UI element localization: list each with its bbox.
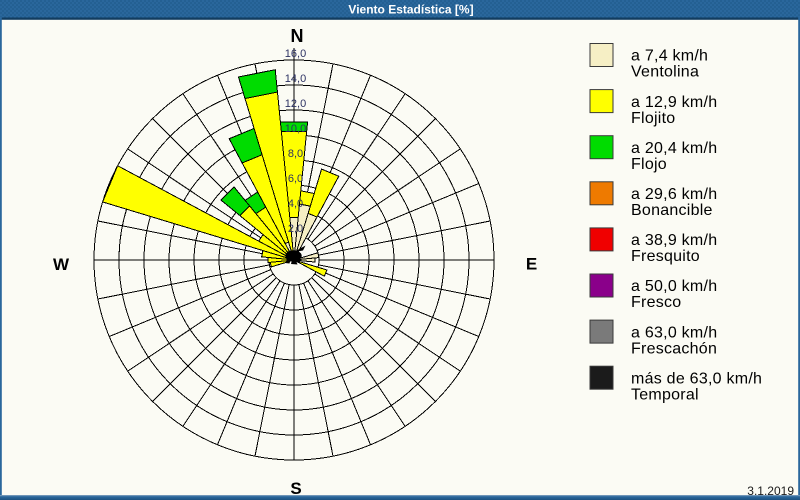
svg-text:Ventolina: Ventolina (631, 64, 699, 81)
svg-text:Frescachón: Frescachón (631, 340, 717, 357)
svg-text:a 50,0 km/h: a 50,0 km/h (631, 278, 717, 295)
svg-text:6,0: 6,0 (288, 173, 303, 185)
svg-text:E: E (526, 255, 537, 274)
svg-text:Flojo: Flojo (631, 156, 667, 173)
svg-text:N: N (291, 26, 304, 46)
svg-text:a 20,4 km/h: a 20,4 km/h (631, 140, 717, 157)
svg-text:3.1.2019: 3.1.2019 (747, 484, 794, 498)
svg-text:10,0: 10,0 (285, 123, 306, 135)
svg-text:a 29,6 km/h: a 29,6 km/h (631, 186, 717, 203)
svg-text:Fresquito: Fresquito (631, 248, 700, 265)
svg-text:14,0: 14,0 (285, 73, 306, 85)
svg-text:a 7,4 km/h: a 7,4 km/h (631, 48, 708, 65)
svg-text:a 63,0 km/h: a 63,0 km/h (631, 324, 717, 341)
svg-text:16,0: 16,0 (285, 48, 306, 60)
svg-text:W: W (53, 255, 70, 274)
svg-text:Viento Estadística [%]: Viento Estadística [%] (348, 3, 473, 17)
svg-text:8,0: 8,0 (288, 148, 303, 160)
svg-text:Flojito: Flojito (631, 110, 675, 127)
svg-text:S: S (290, 479, 301, 498)
svg-text:Fresco: Fresco (631, 294, 681, 311)
svg-text:Temporal: Temporal (631, 386, 699, 403)
svg-text:2,0: 2,0 (288, 223, 303, 235)
svg-text:12,0: 12,0 (285, 98, 306, 110)
svg-text:a 38,9 km/h: a 38,9 km/h (631, 232, 717, 249)
svg-text:a 12,9 km/h: a 12,9 km/h (631, 94, 717, 111)
svg-text:más de 63,0 km/h: más de 63,0 km/h (631, 370, 762, 387)
svg-text:4,0: 4,0 (288, 198, 303, 210)
svg-text:Bonancible: Bonancible (631, 202, 713, 219)
